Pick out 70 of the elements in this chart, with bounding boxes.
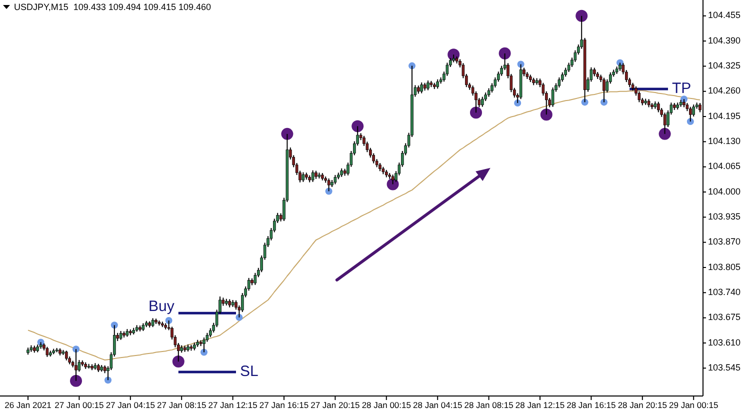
- x-tick-label: 27 Jan 20:15: [310, 400, 360, 410]
- point: [498, 47, 511, 60]
- series-label: SL: [240, 362, 258, 380]
- point: [540, 108, 552, 121]
- y-tick-label: 104.000: [708, 186, 741, 196]
- point: [408, 62, 416, 70]
- candlestick: [420, 82, 423, 94]
- y-tick-label: 104.195: [708, 110, 741, 121]
- x-tick-label: 28 Jan 16:15: [566, 400, 616, 410]
- candlestick: [426, 80, 430, 91]
- point: [514, 99, 522, 106]
- y-tick-label: 104.325: [708, 60, 741, 71]
- point: [686, 118, 694, 126]
- point: [165, 317, 172, 324]
- candlestick: [65, 350, 68, 361]
- candlestick: [638, 90, 641, 103]
- point: [576, 10, 588, 22]
- x-tick-label: 28 Jan 20:15: [618, 400, 668, 410]
- point: [172, 356, 184, 368]
- y-tick-label: 103.740: [708, 287, 741, 298]
- candlestick: [46, 346, 49, 358]
- y-tick-label: 103.805: [708, 262, 741, 272]
- candlestick: [436, 78, 439, 90]
- x-tick-label: 26 Jan 2021: [4, 400, 52, 410]
- candlestick: [657, 101, 660, 113]
- candlestick: [481, 96, 484, 108]
- x-tick-label: 28 Jan 04:15: [413, 400, 462, 410]
- candlestick: [689, 106, 692, 122]
- candlestick: [311, 170, 314, 182]
- x-tick-label: 27 Jan 08:15: [157, 400, 206, 410]
- y-tick-label: 103.870: [708, 236, 741, 247]
- x-tick-label: 29 Jan 00:15: [669, 400, 718, 410]
- x-tick-label: 28 Jan 08:15: [464, 400, 514, 410]
- candlestick: [202, 337, 206, 353]
- chart-title: USDJPY,M15 109.433 109.494 109.415 109.460: [14, 2, 211, 12]
- candlestick: [602, 77, 606, 103]
- series-label: Buy: [148, 298, 175, 316]
- x-tick-label: 27 Jan 04:15: [106, 400, 156, 410]
- candlestick: [327, 178, 330, 192]
- candlestick: [302, 172, 305, 182]
- y-tick-label: 104.260: [708, 86, 741, 96]
- point: [600, 98, 608, 106]
- candlestick: [254, 272, 257, 286]
- x-tick-label: 28 Jan 12:15: [515, 400, 565, 410]
- candlestick: [692, 104, 695, 118]
- y-tick-label: 104.390: [708, 35, 741, 46]
- point: [470, 106, 482, 119]
- candlestick: [391, 174, 394, 185]
- x-tick-label: 27 Jan 16:15: [259, 400, 309, 410]
- x-tick-label: 27 Jan 00:15: [54, 400, 104, 410]
- point: [658, 128, 671, 140]
- candlestick: [74, 348, 78, 382]
- point: [281, 128, 294, 140]
- series-label: TP: [672, 80, 692, 97]
- y-tick-label: 104.130: [708, 136, 741, 146]
- y-tick-label: 103.610: [708, 337, 741, 348]
- y-tick-label: 104.065: [708, 161, 741, 172]
- x-tick-label: 28 Jan 00:15: [362, 400, 412, 410]
- y-tick-label: 103.545: [708, 362, 741, 373]
- candlestick: [558, 76, 561, 88]
- point: [70, 374, 82, 387]
- candlestick: [551, 86, 554, 108]
- candlestick: [663, 112, 666, 134]
- candlestick: [334, 174, 337, 185]
- x-tick-label: 27 Jan 12:15: [208, 400, 258, 410]
- point: [72, 346, 80, 353]
- y-tick-label: 103.675: [708, 312, 741, 322]
- y-tick-label: 103.935: [708, 212, 741, 222]
- point: [352, 120, 364, 132]
- y-tick-label: 104.455: [708, 10, 741, 20]
